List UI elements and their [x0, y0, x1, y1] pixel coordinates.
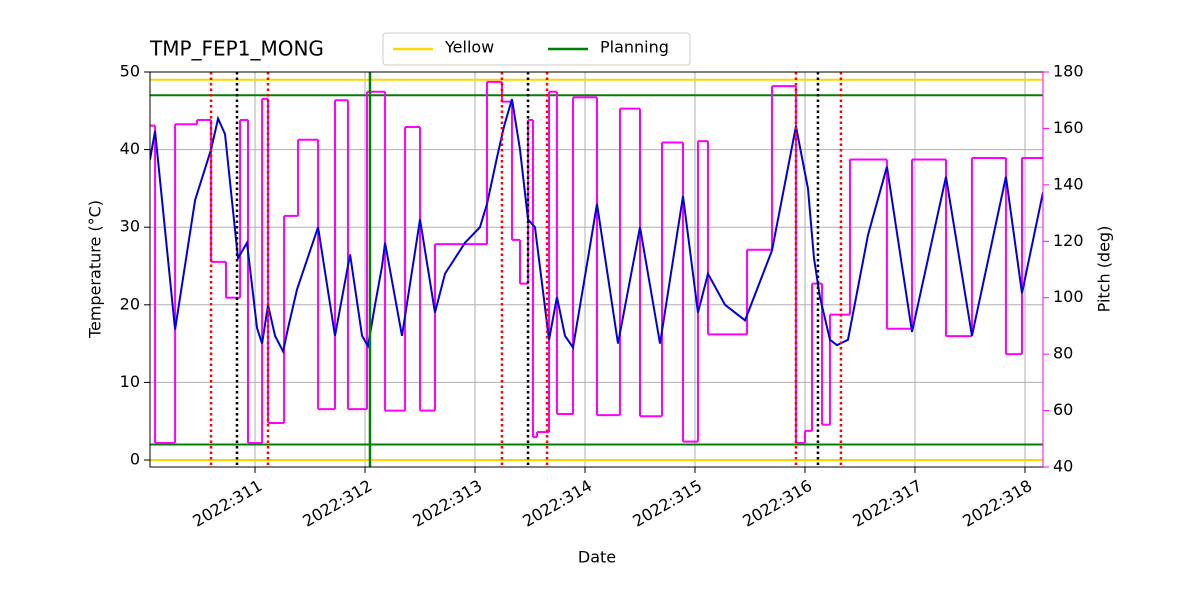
legend-box [382, 32, 691, 66]
y-axis-label: Temperature (°C) [86, 200, 105, 339]
y2-tick-label: 140 [1053, 174, 1084, 193]
y-tick-label: 10 [120, 372, 140, 391]
x-tick-label: 2022:312 [299, 476, 375, 531]
x-tick-label: 2022:315 [629, 476, 705, 531]
x-axis-label: Date [578, 548, 616, 567]
legend-label: Yellow [444, 38, 494, 57]
x-tick-label: 2022:316 [739, 476, 815, 531]
y2-tick-label: 80 [1053, 344, 1073, 363]
chart-title: TMP_FEP1_MONG [149, 37, 324, 61]
x-tick-label: 2022:311 [189, 476, 265, 531]
x-tick-label: 2022:313 [409, 476, 485, 531]
plot-area [150, 72, 1043, 467]
y-tick-label: 30 [120, 217, 140, 236]
legend-label: Planning [600, 38, 669, 57]
y2-tick-label: 180 [1053, 62, 1084, 81]
x-tick-label: 2022:314 [519, 476, 595, 531]
y-tick-label: 0 [130, 450, 140, 469]
y-tick-label: 40 [120, 139, 140, 158]
y2-tick-label: 40 [1053, 457, 1073, 476]
y2-axis-label: Pitch (deg) [1095, 226, 1114, 313]
y2-tick-label: 100 [1053, 287, 1084, 306]
x-tick-label: 2022:317 [849, 476, 925, 531]
y2-tick-label: 160 [1053, 118, 1084, 137]
y-tick-label: 50 [120, 62, 140, 81]
x-tick-label: 2022:318 [959, 476, 1035, 531]
y2-tick-label: 60 [1053, 400, 1073, 419]
y-tick-label: 20 [120, 294, 140, 313]
y2-tick-label: 120 [1053, 231, 1084, 250]
